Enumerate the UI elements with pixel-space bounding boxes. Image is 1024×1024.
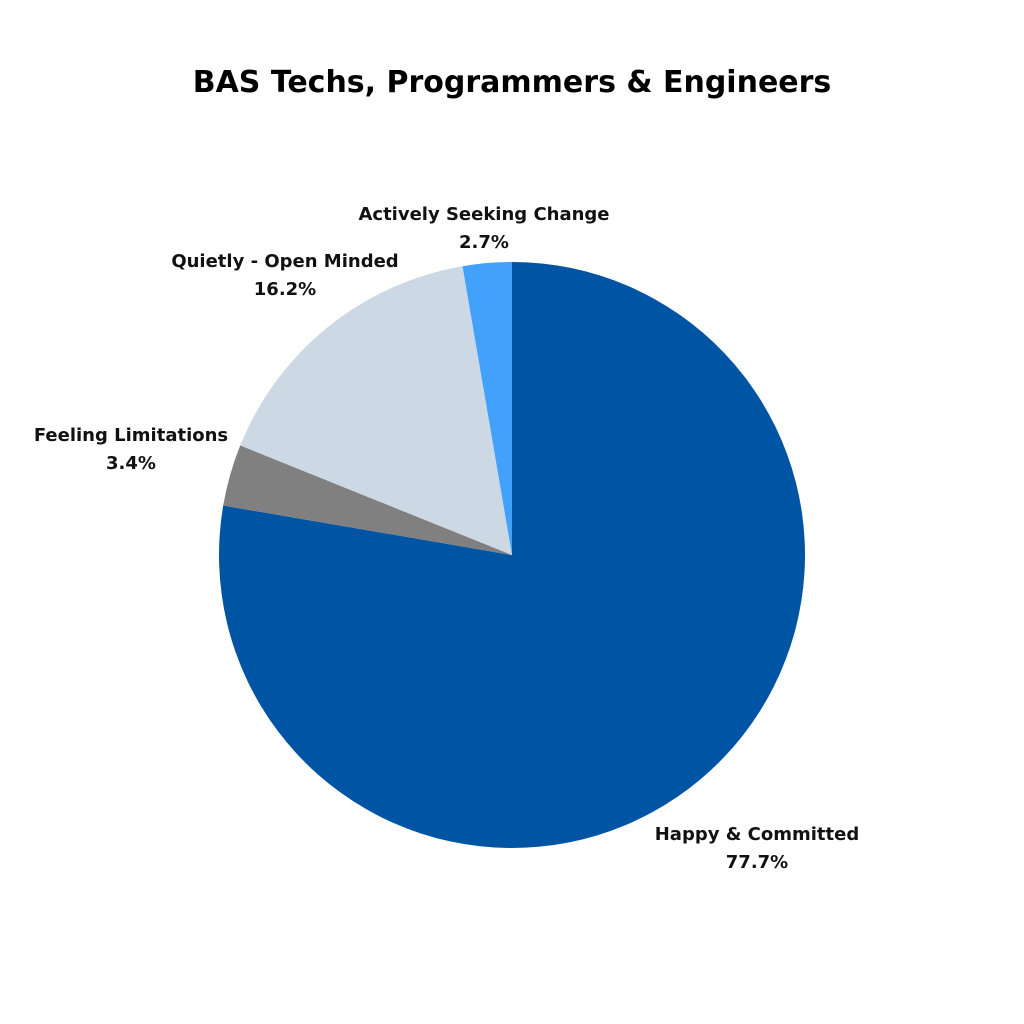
slice-value-2: 16.2% — [254, 279, 316, 300]
pie-slice-1 — [223, 445, 512, 555]
slice-label-3: Actively Seeking Change — [358, 204, 609, 225]
slice-label-0: Happy & Committed — [655, 824, 860, 845]
pie-slices — [219, 262, 806, 848]
chart-title: BAS Techs, Programmers & Engineers — [193, 65, 832, 100]
pie-labels: Happy & Committed 77.7% Feeling Limitation… — [34, 204, 859, 873]
slice-value-0: 77.7% — [726, 852, 788, 873]
pie-slice-3 — [462, 262, 512, 555]
slice-label-2: Quietly - Open Minded — [171, 251, 398, 272]
pie-slice-0 — [219, 262, 806, 848]
pie-slice-2 — [240, 266, 512, 555]
slice-value-1: 3.4% — [106, 453, 156, 474]
slice-value-3: 2.7% — [459, 232, 509, 253]
slice-label-1: Feeling Limitations — [34, 425, 228, 446]
